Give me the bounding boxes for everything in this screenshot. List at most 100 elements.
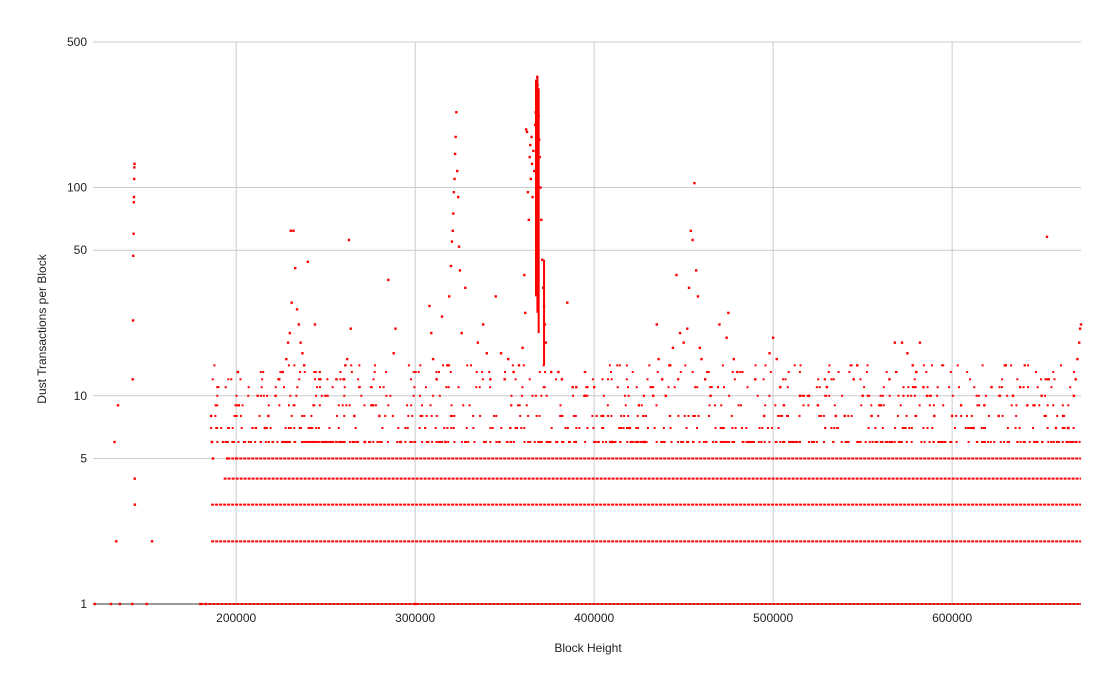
dense-dot	[685, 427, 688, 430]
dense-dot	[764, 404, 767, 407]
dense-dot	[850, 414, 853, 417]
dense-dot	[310, 427, 313, 430]
data-point	[530, 162, 534, 166]
dense-dot	[746, 386, 749, 389]
dense-dot	[758, 427, 761, 430]
dense-dot	[296, 386, 299, 389]
dense-dot	[353, 440, 356, 443]
dense-dot	[779, 414, 782, 417]
dense-dot	[763, 440, 766, 443]
dense-dot	[941, 364, 944, 367]
dense-dot	[419, 364, 422, 367]
dense-dot	[768, 394, 771, 397]
dense-dot	[301, 414, 304, 417]
dense-dot	[976, 404, 979, 407]
dense-dot	[1046, 404, 1049, 407]
data-point	[852, 378, 855, 381]
dense-dot	[1027, 364, 1030, 367]
dense-dot	[1015, 414, 1018, 417]
dense-dot	[601, 427, 604, 430]
dense-dot	[547, 440, 550, 443]
data-point	[725, 336, 728, 339]
dense-dot	[339, 371, 342, 374]
data-point	[234, 457, 238, 460]
data-point	[643, 440, 646, 444]
data-point	[297, 323, 301, 326]
dense-dot	[313, 371, 316, 374]
dense-dot	[468, 404, 471, 407]
dense-dot	[902, 394, 905, 397]
dense-dot	[922, 427, 925, 430]
dense-dot	[1057, 440, 1060, 443]
dense-dot	[435, 414, 438, 417]
data-point	[950, 414, 954, 418]
dense-dot	[1072, 427, 1075, 430]
dense-dot	[285, 440, 288, 443]
data-point	[879, 404, 882, 407]
dense-dot	[464, 440, 467, 443]
dense-dot	[922, 364, 925, 367]
dense-dot	[803, 394, 806, 397]
dense-dot	[936, 386, 939, 389]
data-point	[709, 394, 712, 397]
data-point	[290, 301, 293, 304]
dense-dot	[899, 404, 902, 407]
dense-dot	[627, 394, 630, 397]
data-point	[503, 378, 506, 381]
data-point	[285, 357, 288, 361]
dense-dot	[411, 414, 414, 417]
data-point	[768, 352, 771, 355]
data-point	[1079, 323, 1083, 326]
data-point	[460, 331, 463, 335]
dense-dot	[511, 364, 514, 367]
data-point	[263, 426, 267, 430]
dense-dot	[466, 364, 469, 367]
dense-dot	[970, 427, 973, 430]
dense-dot	[445, 386, 448, 389]
dense-dot	[777, 427, 780, 430]
dense-dot	[1016, 440, 1019, 443]
dense-dot	[680, 440, 683, 443]
data-point	[345, 357, 349, 361]
dense-dot	[418, 427, 421, 430]
dense-dot	[913, 394, 916, 397]
dense-dot	[523, 427, 526, 430]
dense-dot	[1063, 427, 1066, 430]
dense-dot	[586, 386, 589, 389]
dense-dot	[539, 440, 542, 443]
dense-dot	[269, 427, 272, 430]
dense-dot	[694, 414, 697, 417]
dense-dot	[475, 371, 478, 374]
dense-dot	[626, 386, 629, 389]
dense-dot	[328, 440, 331, 443]
dense-dot	[509, 427, 512, 430]
dense-dot	[516, 427, 519, 430]
dense-dot	[792, 440, 795, 443]
dense-dot	[601, 378, 604, 381]
dense-dot	[910, 394, 913, 397]
dense-dot	[728, 440, 731, 443]
dense-dot	[559, 404, 562, 407]
dense-dot	[452, 427, 455, 430]
dense-dot	[341, 440, 344, 443]
dense-dot	[928, 404, 931, 407]
dense-dot	[465, 427, 468, 430]
data-point	[664, 394, 667, 397]
dense-dot	[497, 440, 500, 443]
dense-dot	[625, 378, 628, 381]
dense-dot	[299, 427, 302, 430]
dense-dot	[1067, 440, 1070, 443]
data-point	[527, 218, 531, 221]
data-point	[353, 414, 356, 418]
dense-dot	[793, 364, 796, 367]
dense-dot	[879, 440, 882, 443]
dense-dot	[586, 394, 589, 397]
dense-dot	[915, 414, 918, 417]
data-point	[494, 295, 497, 298]
dense-dot	[662, 440, 665, 443]
dense-dot	[897, 394, 900, 397]
data-point	[694, 269, 698, 272]
dense-dot	[819, 414, 822, 417]
dense-dot	[889, 440, 892, 443]
dense-dot	[561, 440, 564, 443]
